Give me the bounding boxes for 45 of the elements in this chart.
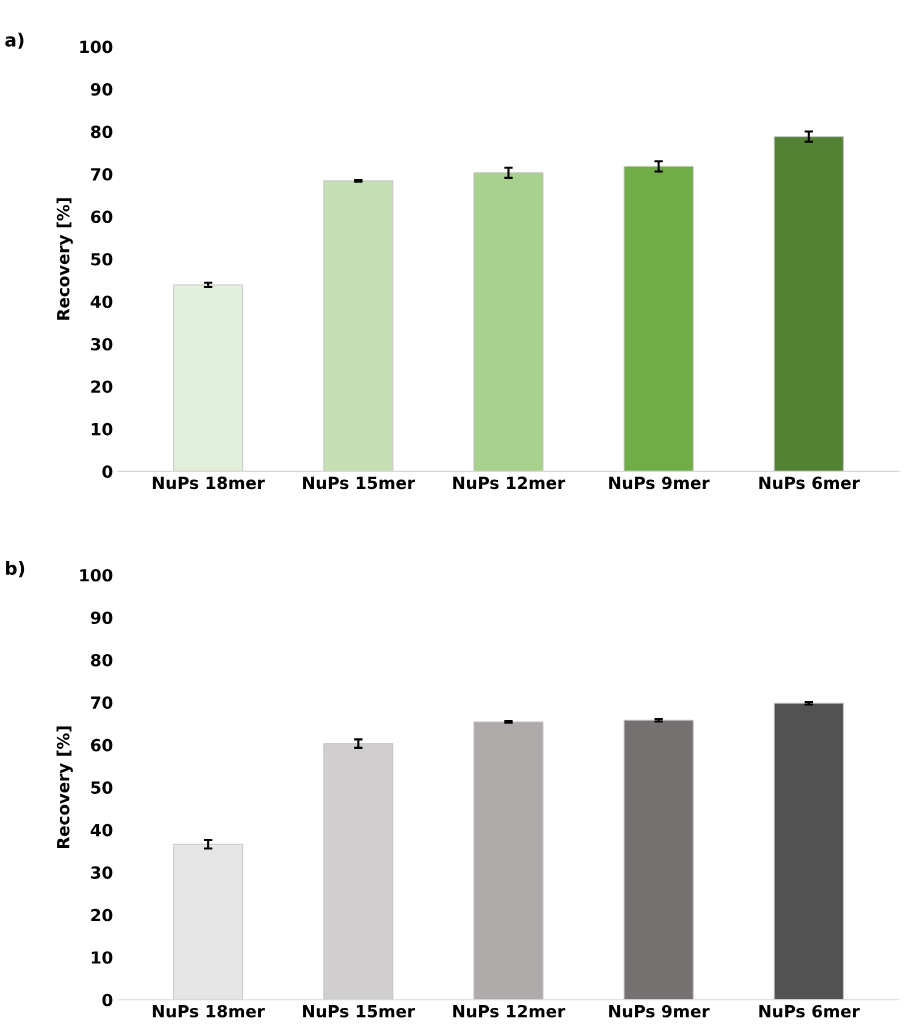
bar [773,136,844,472]
y-tick-label: 0 [102,465,113,478]
x-tick-label: NuPs 9mer [609,476,710,490]
y-tick-label: 30 [91,337,113,351]
y-tick-label: 100 [80,40,113,54]
y-tick-label: 10 [91,951,113,964]
y-tick-label: 60 [91,210,113,224]
y-axis-title: Recovery [%] [56,198,73,320]
x-tick-label: NuPs 9mer [609,1004,710,1018]
chart-title: b) [6,561,25,578]
x-tick-label: NuPs 18mer [152,476,265,490]
chart-title: a) [5,32,24,49]
y-tick-label: 60 [91,738,113,752]
bar [323,180,394,472]
bar [623,719,694,1000]
bar [473,172,544,472]
bar [623,165,694,472]
y-tick-label: 90 [90,83,113,96]
y-tick-label: 40 [90,823,113,837]
y-tick-label: 30 [91,866,113,879]
x-tick-label: NuPs 12mer [453,1004,566,1018]
bar [173,284,244,472]
y-tick-label: 40 [90,295,113,309]
y-tick-label: 70 [91,696,113,709]
y-tick-label: 0 [102,993,113,1007]
x-tick-label: NuPs 15mer [303,1005,416,1018]
y-tick-label: 50 [91,781,113,794]
y-tick-label: 70 [91,168,113,181]
y-tick-label: 80 [91,653,113,667]
x-tick-label: NuPs 6mer [759,1004,860,1018]
y-tick-label: 90 [90,611,113,625]
y-tick-label: 80 [91,125,113,139]
bar [773,702,844,1000]
y-axis-title: Recovery [%] [56,726,73,849]
x-tick-label: NuPs 12mer [453,476,566,490]
bar [473,721,544,1000]
y-tick-label: 20 [91,380,113,393]
x-tick-label: NuPs 18mer [152,1004,265,1018]
x-tick-label: NuPs 15mer [303,476,416,490]
y-tick-label: 100 [80,568,113,582]
y-tick-label: 10 [91,422,113,436]
bar [173,843,244,1000]
y-tick-label: 50 [91,252,113,266]
x-tick-label: NuPs 6mer [759,476,860,490]
y-tick-label: 20 [91,908,113,922]
